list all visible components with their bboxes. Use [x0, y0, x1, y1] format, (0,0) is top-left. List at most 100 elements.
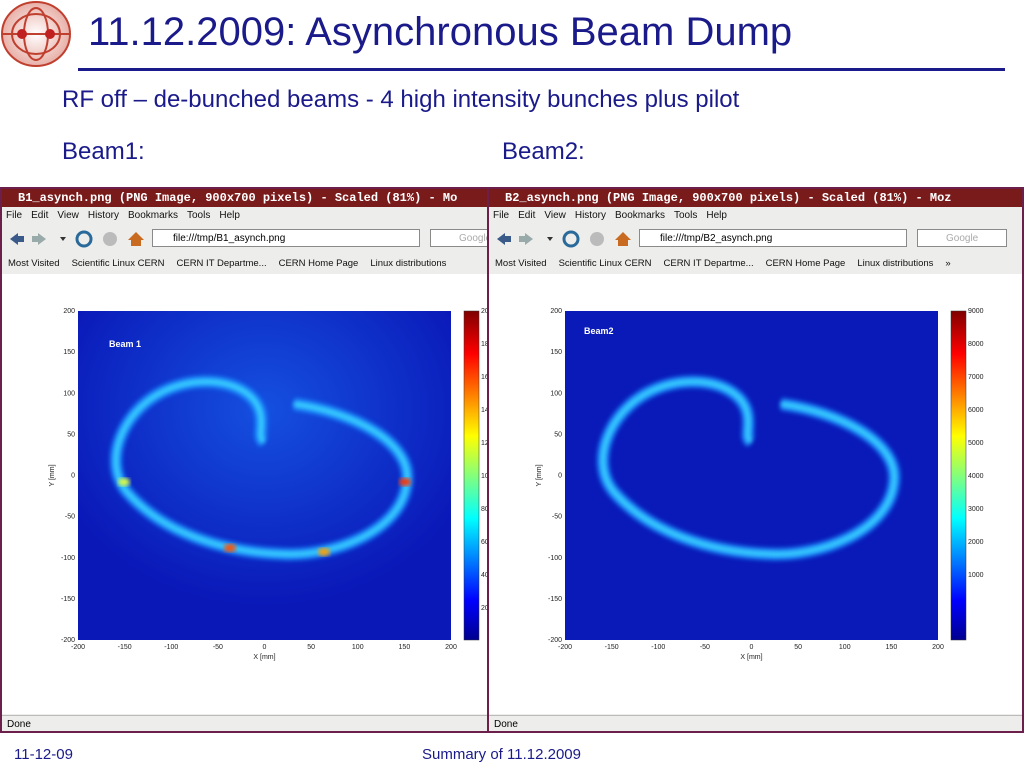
- y-tick-label: -50: [65, 514, 75, 521]
- y-tick-label: 100: [63, 390, 75, 397]
- back-button[interactable]: [10, 233, 24, 245]
- bookmark[interactable]: CERN Home Page: [278, 258, 359, 269]
- y-tick-label: 200: [550, 308, 562, 315]
- colorbar-label: 20: [481, 308, 489, 315]
- back-button[interactable]: [497, 233, 511, 245]
- x-tick-label: 0: [263, 644, 267, 651]
- menu-item[interactable]: History: [574, 210, 606, 221]
- content: Beam2 -200 -150 -100 -50 0 50 100 150 200 200 150 10…: [489, 274, 1022, 714]
- y-tick-label: 200: [63, 308, 75, 315]
- menu-item[interactable]: Tools: [674, 210, 698, 221]
- menu-item[interactable]: Tools: [187, 210, 211, 221]
- bookmark[interactable]: »: [945, 258, 951, 269]
- subtitle: RF off – de-bunched beams - 4 high inten…: [62, 86, 740, 113]
- reload-button[interactable]: [75, 230, 93, 248]
- forward-button[interactable]: [32, 233, 46, 245]
- browser-window: B1_asynch.png (PNG Image, 900x700 pixels…: [0, 187, 489, 733]
- y-tick-label: -200: [61, 637, 75, 644]
- x-tick-label: 200: [932, 644, 944, 651]
- colorbar-label: 3000: [968, 506, 984, 513]
- heatmap-background: [565, 311, 938, 640]
- bookmark[interactable]: Scientific Linux CERN: [71, 258, 165, 269]
- y-tick-label: -200: [548, 637, 562, 644]
- menu-item[interactable]: Help: [706, 210, 727, 221]
- x-tick-label: 150: [399, 644, 411, 651]
- x-tick-label: -50: [213, 644, 223, 651]
- status-bar: Done: [489, 715, 1022, 731]
- colorbar-label: 20: [481, 605, 489, 612]
- y-tick-label: 0: [558, 473, 562, 480]
- menu-item[interactable]: Help: [219, 210, 240, 221]
- bookmark[interactable]: Linux distributions: [857, 258, 934, 269]
- bookmark[interactable]: CERN Home Page: [765, 258, 846, 269]
- x-tick-label: 0: [750, 644, 754, 651]
- menu-item[interactable]: Bookmarks: [614, 210, 665, 221]
- colorbar-label: 8000: [968, 341, 984, 348]
- status-bar: Done: [2, 715, 487, 731]
- beam-ring: [601, 379, 897, 557]
- stop-button[interactable]: [103, 232, 117, 246]
- title: 11.12.2009: Asynchronous Beam Dump: [88, 10, 793, 54]
- menu-item[interactable]: History: [87, 210, 119, 221]
- title-rule: [78, 68, 1005, 71]
- x-axis-label: X [mm]: [253, 654, 275, 661]
- home-button[interactable]: [615, 232, 631, 246]
- colorbar-label: 14: [481, 407, 489, 414]
- x-tick-label: 150: [886, 644, 898, 651]
- x-tick-label: -50: [700, 644, 710, 651]
- dropdown-button[interactable]: [547, 237, 553, 241]
- y-tick-label: 150: [63, 349, 75, 356]
- colorbar-label: 4000: [968, 473, 984, 480]
- menu-item[interactable]: File: [6, 210, 23, 221]
- colorbar: [463, 310, 480, 641]
- plot-image: Beam 1-200 -150 -100 -50 0 50 100 150 2002001501…: [49, 308, 489, 661]
- window-title: B2_asynch.png (PNG Image, 900x700 pixels…: [489, 189, 1022, 207]
- footer-date: 11-12-09: [14, 746, 73, 763]
- plot-label: Beam 1: [109, 339, 141, 349]
- x-tick-label: -150: [605, 644, 619, 651]
- x-tick-label: -100: [651, 644, 665, 651]
- menu-item[interactable]: File: [493, 210, 510, 221]
- y-tick-label: 100: [550, 390, 562, 397]
- bookmark[interactable]: Most Visited: [8, 258, 60, 269]
- hot-spot: [399, 478, 411, 486]
- colorbar-label: 1000: [968, 572, 984, 579]
- home-button[interactable]: [128, 232, 144, 246]
- x-tick-label: -100: [164, 644, 178, 651]
- colorbar-label: 5000: [968, 440, 984, 447]
- stop-button[interactable]: [590, 232, 604, 246]
- colorbar-label: 80: [481, 506, 489, 513]
- menu-item[interactable]: Edit: [518, 210, 536, 221]
- search-field[interactable]: Google: [917, 229, 1007, 247]
- browser-window: B2_asynch.png (PNG Image, 900x700 pixels…: [487, 187, 1024, 733]
- colorbar-label: 6000: [968, 407, 984, 414]
- bookmark[interactable]: Linux distributions: [370, 258, 447, 269]
- bookmark[interactable]: Scientific Linux CERN: [558, 258, 652, 269]
- colorbar-label: 7000: [968, 374, 984, 381]
- bookmark[interactable]: Most Visited: [495, 258, 547, 269]
- y-axis-label: Y [mm]: [536, 464, 543, 486]
- bookmark[interactable]: CERN IT Departme...: [176, 258, 267, 269]
- menu-item[interactable]: View: [544, 210, 566, 221]
- x-tick-label: 100: [352, 644, 364, 651]
- search-field[interactable]: Google: [430, 229, 487, 247]
- url-field[interactable]: file:///tmp/B2_asynch.png: [639, 229, 907, 247]
- y-tick-label: -150: [548, 596, 562, 603]
- forward-button[interactable]: [519, 233, 533, 245]
- hot-spot: [318, 548, 330, 556]
- menu-item[interactable]: Edit: [31, 210, 49, 221]
- menu-item[interactable]: Bookmarks: [127, 210, 178, 221]
- nav-bar: file:///tmp/B1_asynch.png Google: [2, 225, 487, 253]
- nav-icons: [10, 230, 144, 248]
- colorbar-label: 16: [481, 374, 489, 381]
- colorbar-label: 12: [481, 440, 489, 447]
- colorbar-label: 2000: [968, 539, 984, 546]
- menu-item[interactable]: View: [57, 210, 79, 221]
- reload-button[interactable]: [562, 230, 580, 248]
- menu-bar: File Edit View History Bookmarks Tools Help: [493, 208, 736, 224]
- logo: [1, 1, 71, 67]
- url-field[interactable]: file:///tmp/B1_asynch.png: [152, 229, 420, 247]
- plot-label: Beam2: [584, 326, 614, 336]
- bookmark[interactable]: CERN IT Departme...: [663, 258, 754, 269]
- dropdown-button[interactable]: [60, 237, 66, 241]
